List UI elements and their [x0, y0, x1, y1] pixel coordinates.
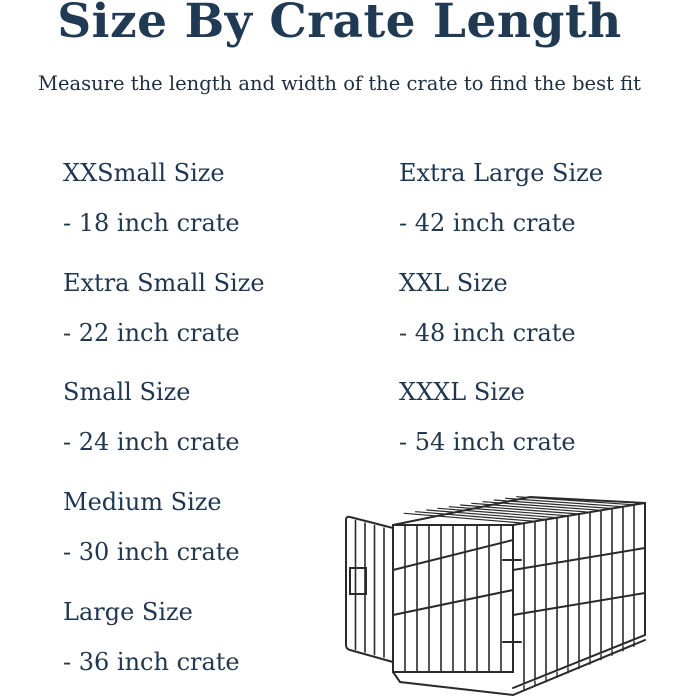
size-name: Extra Small Size	[63, 269, 265, 297]
size-crate-length: - 22 inch crate	[63, 319, 240, 347]
size-item-extra-large: Extra Large Size - 42 inch crate	[399, 158, 603, 238]
crate-wire	[471, 502, 591, 513]
size-name: XXXL Size	[399, 378, 525, 406]
size-name: Extra Large Size	[399, 159, 603, 187]
size-item-xxsmall: XXSmall Size - 18 inch crate	[63, 158, 240, 238]
crate-wire	[504, 497, 624, 508]
wire-dog-crate-icon	[345, 495, 646, 697]
crate-wire	[482, 501, 602, 511]
page-title: Size By Crate Length	[57, 0, 622, 49]
size-name: XXL Size	[399, 269, 508, 297]
size-name: Large Size	[63, 598, 193, 626]
size-name: XXSmall Size	[63, 159, 225, 187]
crate-wire	[448, 506, 569, 517]
size-crate-length: - 48 inch crate	[399, 319, 576, 347]
size-name: Small Size	[63, 378, 191, 406]
crate-wire	[426, 509, 547, 521]
size-crate-length: - 18 inch crate	[63, 209, 240, 237]
size-crate-length: - 36 inch crate	[63, 648, 240, 676]
size-crate-length: - 54 inch crate	[399, 428, 576, 456]
crate-wire	[516, 496, 635, 506]
size-item-medium: Medium Size - 30 inch crate	[63, 487, 240, 567]
crate-wire	[437, 507, 558, 519]
size-item-xxl: XXL Size - 48 inch crate	[399, 268, 576, 348]
size-item-extra-small: Extra Small Size - 22 inch crate	[63, 268, 265, 348]
size-crate-length: - 30 inch crate	[63, 538, 240, 566]
page-subtitle: Measure the length and width of the crat…	[38, 72, 641, 95]
crate-wire	[459, 504, 580, 515]
size-crate-length: - 24 inch crate	[63, 428, 240, 456]
size-crate-length: - 42 inch crate	[399, 209, 576, 237]
size-item-small: Small Size - 24 inch crate	[63, 377, 240, 457]
crate-wire	[414, 511, 536, 522]
size-item-xxxl: XXXL Size - 54 inch crate	[399, 377, 576, 457]
size-name: Medium Size	[63, 488, 222, 516]
crate-wire	[493, 499, 613, 510]
crate-wire	[403, 512, 525, 524]
size-item-large: Large Size - 36 inch crate	[63, 597, 240, 677]
